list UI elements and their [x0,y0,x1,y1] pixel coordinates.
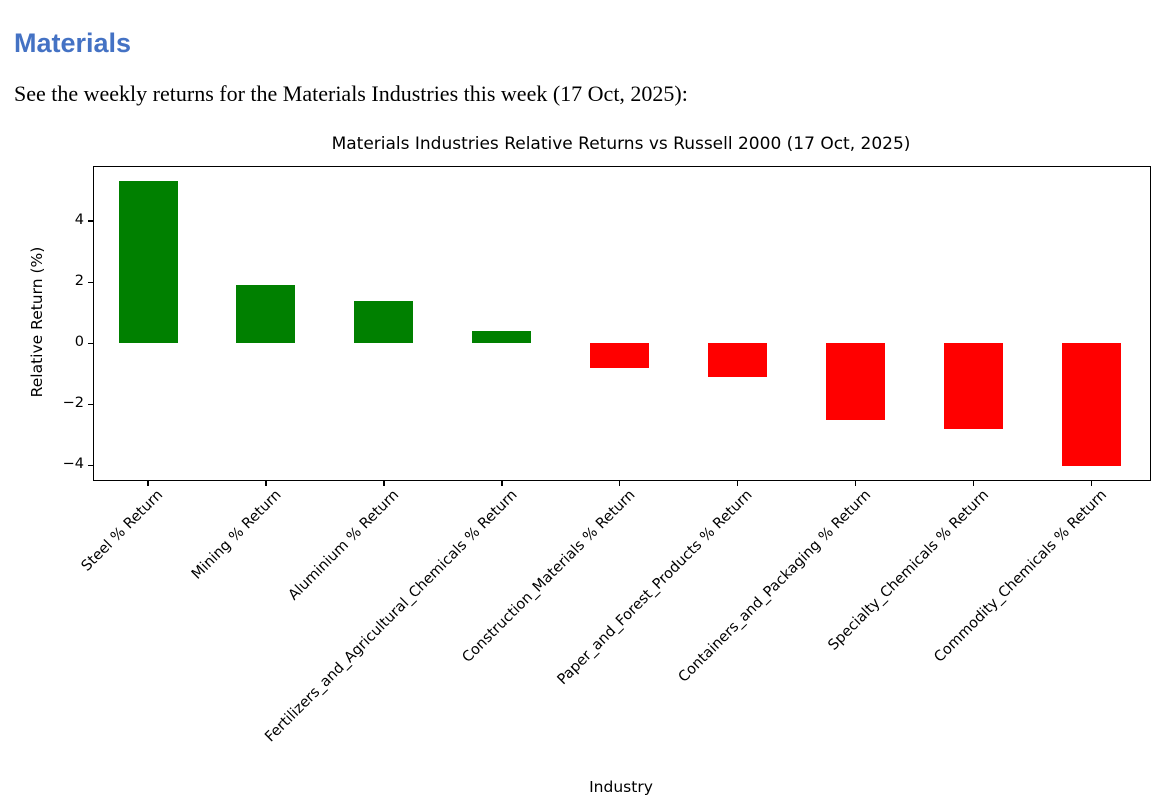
y-axis-label: Relative Return (%) [28,246,46,398]
bar-specialty_chemicals [944,343,1004,429]
y-tick-mark [88,220,93,222]
bar-aluminium [354,300,414,344]
x-tick-mark [265,480,267,486]
bar-commodity_chemicals [1062,343,1122,466]
y-tick-label: 2 [74,272,84,289]
x-tick-label: Mining % Return [188,487,285,583]
x-tick-label: Aluminium % Return [285,487,403,604]
intro-text: See the weekly returns for the Materials… [14,81,688,106]
x-tick-mark [737,480,739,486]
y-tick-mark [88,281,93,283]
bar-fertilizers_and_agricultural_chemicals [472,331,532,344]
chart-title: Materials Industries Relative Returns vs… [331,134,911,154]
x-tick-label: Paper_and_Forest_Products % Return [554,487,757,689]
y-tick-label: −4 [62,456,84,473]
x-tick-mark [1090,480,1093,486]
x-tick-mark [855,480,857,486]
x-tick-label: Containers_and_Packaging % Return [675,487,874,686]
y-tick-label: 0 [74,333,84,350]
plot-area: 4 2 0 −2 −4 [63,166,1151,486]
bar-construction_materials [590,343,650,368]
page-title: Materials [14,28,132,59]
y-tick-mark [88,403,93,406]
y-tick-mark [88,342,93,344]
x-tick-mark [147,480,149,486]
bar-steel [118,181,178,344]
y-tick-label: −2 [62,395,84,411]
x-axis-label: Industry [589,778,653,796]
bar-containers_and_packaging [826,343,886,420]
x-tick-mark [619,480,621,486]
bar-paper_and_forest_products [708,343,768,377]
x-tick-label: Fertilizers_and_Agricultural_Chemicals %… [261,487,521,746]
x-tick-label: Steel % Return [78,487,167,575]
x-tick-mark [383,480,385,486]
x-tick-mark [501,480,503,486]
bar-mining [236,285,296,344]
y-tick-label: 4 [74,211,84,228]
x-tick-mark [972,480,975,486]
y-tick-mark [88,464,93,467]
